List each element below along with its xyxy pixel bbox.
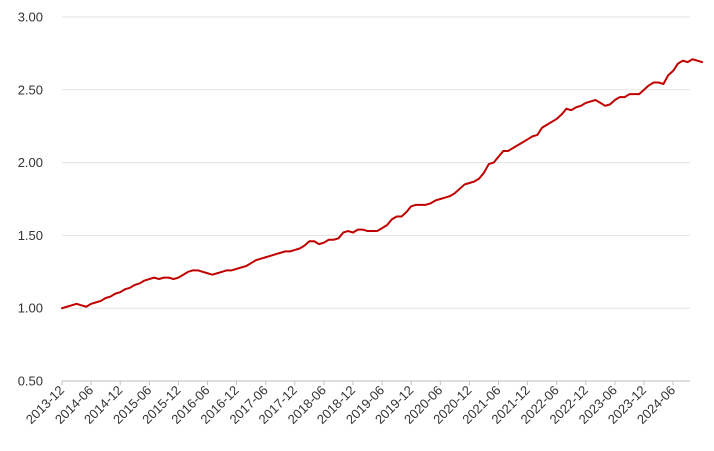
series-line	[61, 58, 704, 310]
y-tick-label: 3.00	[18, 10, 43, 25]
series-group	[61, 58, 704, 310]
x-tick-labels: 2013-122014-062014-122015-062015-122016-…	[23, 383, 678, 427]
y-tick-label: 1.00	[18, 301, 43, 316]
y-tick-label: 1.50	[18, 228, 43, 243]
y-tick-label: 2.00	[18, 155, 43, 170]
y-tick-label: 2.50	[18, 82, 43, 97]
y-tick-labels: 0.50 1.00 1.50 2.00 2.50 3.00	[18, 10, 43, 389]
x-tick-marks	[61, 381, 674, 385]
y-tick-label: 0.50	[18, 374, 43, 389]
y-gridlines	[62, 16, 690, 309]
